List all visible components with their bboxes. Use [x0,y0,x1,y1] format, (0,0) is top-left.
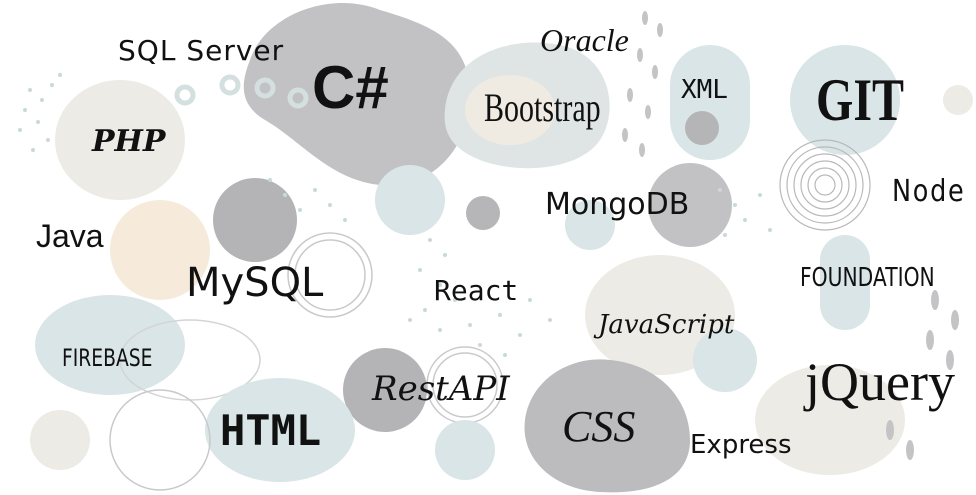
word-oracle: Oracle [540,22,629,58]
teal-circle-javascript [693,328,757,392]
word-firebase: FIREBASE [62,344,153,372]
grey-dot-react [466,196,500,230]
teal-blob-html [205,378,355,482]
word-css: CSS [562,402,636,451]
ring-bottom-left [109,389,211,491]
cream-dot-right [943,85,973,115]
word-xml: XML [681,75,728,105]
grey-circle-mongodb [648,163,732,247]
word-jquery: jQuery [805,352,955,412]
dash-clusters [622,11,959,460]
cream-blob-jquery [755,365,905,475]
teal-circle-center [375,165,445,235]
word-php: PHP [92,124,166,159]
grey-blob-top [243,3,470,186]
peach-circle-java [110,200,210,300]
concentric-rings [779,139,871,231]
word-git: GIT [816,67,905,133]
word-java: Java [36,218,104,254]
word-mongodb: MongoDB [545,187,690,222]
word-csharp: C# [312,54,389,121]
word-node: Node [892,174,966,209]
small-rings-csharp [174,74,309,109]
teal-circle-git [790,45,900,155]
grey-circle-mysql [213,178,297,262]
ring-outlines-mysql [287,232,373,318]
word-html: HTML [220,406,322,455]
word-foundation: FOUNDATION [800,263,935,293]
cream-circle-bottom-left [30,410,90,470]
word-express: Express [690,430,792,460]
grey-dot-xml [685,111,719,145]
grey-circle-restapi [343,348,427,432]
word-restapi: RestAPI [372,369,510,409]
word-sql-server: SQL Server [118,34,285,67]
dot-clusters [18,73,772,357]
word-javascript: JavaScript [598,310,735,340]
teal-pill-foundation [820,235,870,330]
grey-blob-css [524,359,690,493]
teal-circle-mongodb [565,200,615,250]
cream-oval-bootstrap [465,75,555,145]
word-bootstrap: Bootstrap [484,85,601,130]
teal-circle-css [435,420,495,480]
word-mysql: MySQL [186,260,324,306]
word-react: React [434,274,519,307]
cream-blob-php [55,80,185,200]
teal-blob-firebase [35,295,185,395]
